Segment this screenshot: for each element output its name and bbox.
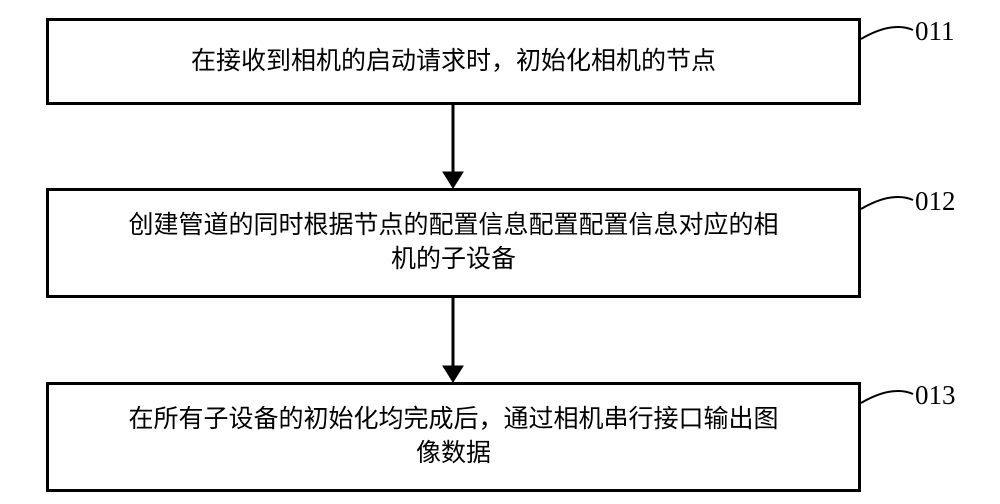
flowchart-node-2: 创建管道的同时根据节点的配置信息配置配置信息对应的相机的子设备 [46,188,861,298]
flowchart-node-3-text: 在所有子设备的初始化均完成后，通过相机串行接口输出图像数据 [128,403,778,471]
flowchart-node-3: 在所有子设备的初始化均完成后，通过相机串行接口输出图像数据 [46,382,861,492]
step-number-011: 011 [915,16,955,47]
flowchart-node-2-text: 创建管道的同时根据节点的配置信息配置配置信息对应的相机的子设备 [128,209,778,277]
flowchart-node-1: 在接收到相机的启动请求时，初始化相机的节点 [46,18,861,105]
flowchart-node-1-text: 在接收到相机的启动请求时，初始化相机的节点 [191,45,716,79]
step-number-013: 013 [915,380,956,411]
step-number-012: 012 [915,186,956,217]
flowchart-canvas: 在接收到相机的启动请求时，初始化相机的节点 创建管道的同时根据节点的配置信息配置… [0,0,1000,504]
